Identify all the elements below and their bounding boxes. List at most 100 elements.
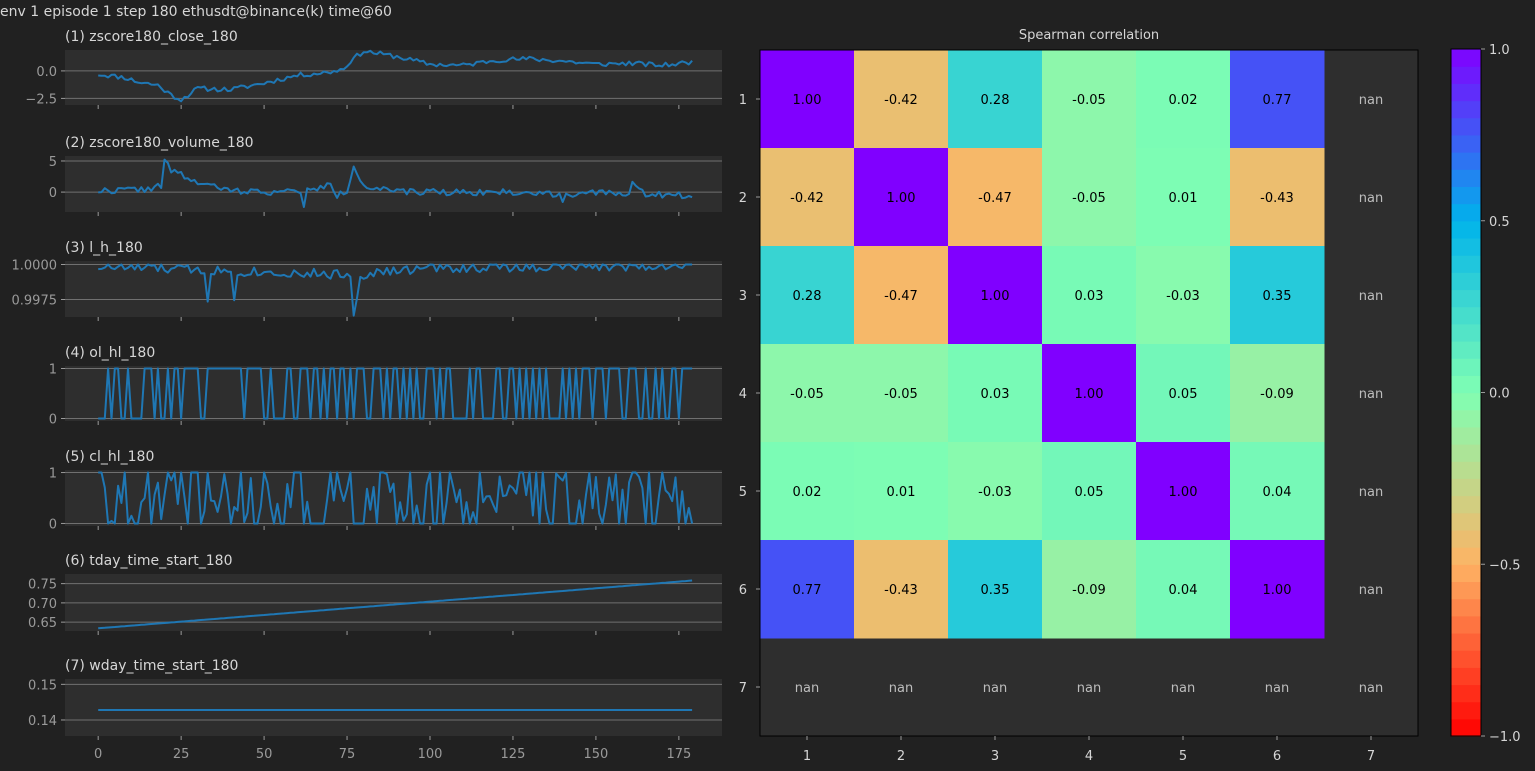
heatmap-cell xyxy=(1042,50,1137,149)
cell-label: 0.03 xyxy=(1075,289,1104,304)
heatmap-cell xyxy=(760,344,855,443)
cell-label: nan xyxy=(1265,681,1289,696)
heatmap-cell xyxy=(854,442,949,541)
colorbar-band xyxy=(1451,667,1481,686)
cell-label: 0.02 xyxy=(1169,93,1198,108)
colorbar-band xyxy=(1451,684,1481,703)
heatmap-cell xyxy=(1136,540,1231,639)
colorbar-tick-label: −0.5 xyxy=(1489,558,1521,573)
colorbar-band xyxy=(1451,512,1481,531)
heatmap-title: Spearman correlation xyxy=(1019,28,1159,43)
heatmap-cell xyxy=(854,148,949,247)
cell-label: nan xyxy=(1359,93,1383,108)
heatmap-cell xyxy=(1042,148,1137,247)
heatmap-cell xyxy=(1136,50,1231,149)
colorbar-band xyxy=(1451,134,1481,153)
series-line xyxy=(98,158,693,208)
x-tick-label: 25 xyxy=(173,747,190,762)
x-tick-label: 175 xyxy=(666,747,691,762)
y-tick-label: 0.75 xyxy=(28,578,57,593)
row-label: 1 xyxy=(739,93,747,108)
cell-label: -0.43 xyxy=(1260,191,1294,206)
colorbar-band xyxy=(1451,323,1481,342)
heatmap-cell xyxy=(1230,246,1325,345)
panel-title: (4) ol_hl_180 xyxy=(65,345,155,361)
colorbar-band xyxy=(1451,117,1481,136)
y-tick-label: 0.65 xyxy=(28,616,57,631)
heatmap-cell xyxy=(854,50,949,149)
cell-label: nan xyxy=(1359,681,1383,696)
plot-area xyxy=(65,261,722,317)
col-label: 1 xyxy=(803,749,811,764)
row-label: 4 xyxy=(739,387,747,402)
cell-label: 0.03 xyxy=(981,387,1010,402)
line-panel-6: (6) tday_time_start_180 0.75 0.70 0.65 xyxy=(28,553,722,635)
plot-area xyxy=(65,679,722,736)
colorbar-band xyxy=(1451,444,1481,462)
heatmap-cell xyxy=(1230,148,1325,247)
cell-label: 0.77 xyxy=(1263,93,1292,108)
panel-title: (5) cl_hl_180 xyxy=(65,449,154,465)
heatmap-cell xyxy=(760,148,855,247)
colorbar-band xyxy=(1451,100,1481,119)
heatmap-cell xyxy=(760,246,855,345)
col-label: 2 xyxy=(897,749,905,764)
heatmap-cell xyxy=(948,344,1043,443)
colorbar-band xyxy=(1451,426,1481,445)
cell-label: -0.05 xyxy=(884,387,918,402)
colorbar-band xyxy=(1451,615,1481,634)
cell-label: -0.05 xyxy=(790,387,824,402)
cell-label: 0.28 xyxy=(981,93,1010,108)
col-label: 3 xyxy=(991,749,999,764)
y-tick-label: −2.5 xyxy=(25,92,57,107)
heatmap-cell xyxy=(1136,442,1231,541)
colorbar-band xyxy=(1451,306,1481,325)
heatmap-cell xyxy=(948,148,1043,247)
col-label: 6 xyxy=(1273,749,1281,764)
heatmap-cell xyxy=(760,50,855,149)
cell-label: 1.00 xyxy=(887,191,916,206)
colorbar-band xyxy=(1451,701,1481,720)
x-tick-label: 125 xyxy=(501,747,526,762)
row-label: 6 xyxy=(739,583,747,598)
cell-label: 0.35 xyxy=(1263,289,1292,304)
colorbar-band xyxy=(1451,186,1481,205)
heatmap-cell xyxy=(1230,540,1325,639)
x-tick-label: 150 xyxy=(583,747,608,762)
x-tick-label: 0 xyxy=(94,747,102,762)
cell-label: -0.09 xyxy=(1072,583,1106,598)
y-tick-label: 0.0 xyxy=(36,65,57,80)
colorbar-band xyxy=(1451,461,1481,479)
y-tick-label: 0.9975 xyxy=(12,294,58,309)
row-label: 3 xyxy=(739,289,747,304)
cell-label: -0.47 xyxy=(978,191,1012,206)
cell-label: -0.05 xyxy=(1072,93,1106,108)
row-label: 7 xyxy=(739,681,747,696)
cell-label: 0.05 xyxy=(1169,387,1198,402)
line-panel-5: (5) cl_hl_180 1 0 xyxy=(49,449,722,532)
y-tick-label: 1.0000 xyxy=(12,259,58,274)
cell-label: 0.35 xyxy=(981,583,1010,598)
y-tick-label: 0.70 xyxy=(28,597,57,612)
plot-area xyxy=(65,156,722,212)
colorbar-band xyxy=(1451,272,1481,291)
colorbar-band xyxy=(1451,495,1481,514)
colorbar-band xyxy=(1451,49,1481,67)
colorbar-band xyxy=(1451,564,1481,583)
colorbar-band xyxy=(1451,529,1481,548)
cell-label: -0.43 xyxy=(884,583,918,598)
x-tick-label: 100 xyxy=(418,747,443,762)
cell-label: 1.00 xyxy=(1263,583,1292,598)
cell-label: nan xyxy=(983,681,1007,696)
colorbar-band xyxy=(1451,392,1481,411)
y-tick-label: 1 xyxy=(49,467,57,482)
correlation-heatmap: Spearman correlation 1.00 -0.42 0.28 -0.05 0.… xyxy=(739,28,1419,764)
cell-label: -0.05 xyxy=(1072,191,1106,206)
line-panel-7: (7) wday_time_start_180 0.15 0.14 0 25 50 75 10… xyxy=(28,658,722,762)
heatmap-cell xyxy=(1042,442,1137,541)
x-tick-label: 75 xyxy=(339,747,356,762)
line-panel-4: (4) ol_hl_180 1 0 xyxy=(49,345,722,428)
colorbar-band xyxy=(1451,237,1481,256)
colorbar-band xyxy=(1451,718,1481,737)
